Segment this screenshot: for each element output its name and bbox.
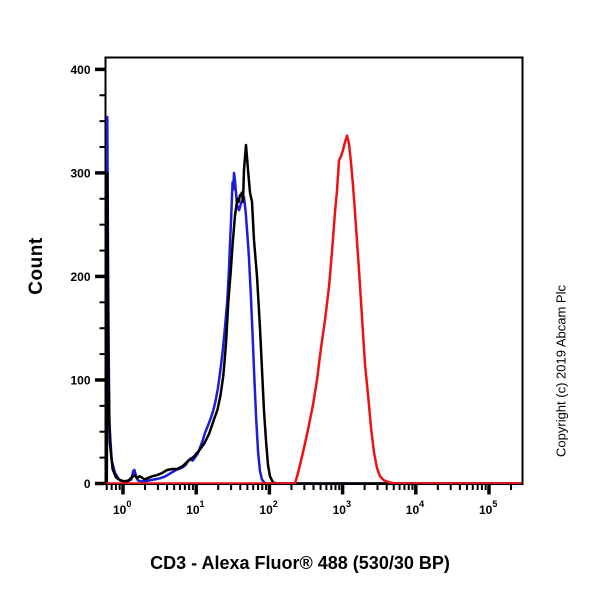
y-tick-label: 200 bbox=[70, 270, 90, 284]
y-tick-label: 100 bbox=[70, 373, 90, 387]
copyright-notice: Copyright (c) 2019 Abcam Plc bbox=[553, 285, 569, 457]
series-blue-curve-unlabelled-control bbox=[106, 115, 522, 484]
x-tick-label: 104 bbox=[406, 499, 424, 517]
x-tick-label: 101 bbox=[186, 499, 204, 517]
y-tick-label: 300 bbox=[70, 166, 90, 180]
series-red-curve-cd3-stained bbox=[106, 134, 522, 484]
x-axis-title: CD3 - Alexa Fluor® 488 (530/30 BP) bbox=[150, 553, 450, 573]
series-black-curve-secondary-only-control bbox=[106, 143, 522, 484]
y-tick-label: 0 bbox=[84, 477, 91, 491]
x-tick-label: 102 bbox=[259, 499, 277, 517]
y-tick-label: 400 bbox=[70, 63, 90, 77]
x-tick-label: 105 bbox=[479, 499, 497, 517]
x-tick-label: 100 bbox=[113, 499, 131, 517]
y-axis-title: Count bbox=[26, 237, 47, 295]
x-tick-label: 103 bbox=[333, 499, 351, 517]
plot-border bbox=[104, 56, 524, 485]
